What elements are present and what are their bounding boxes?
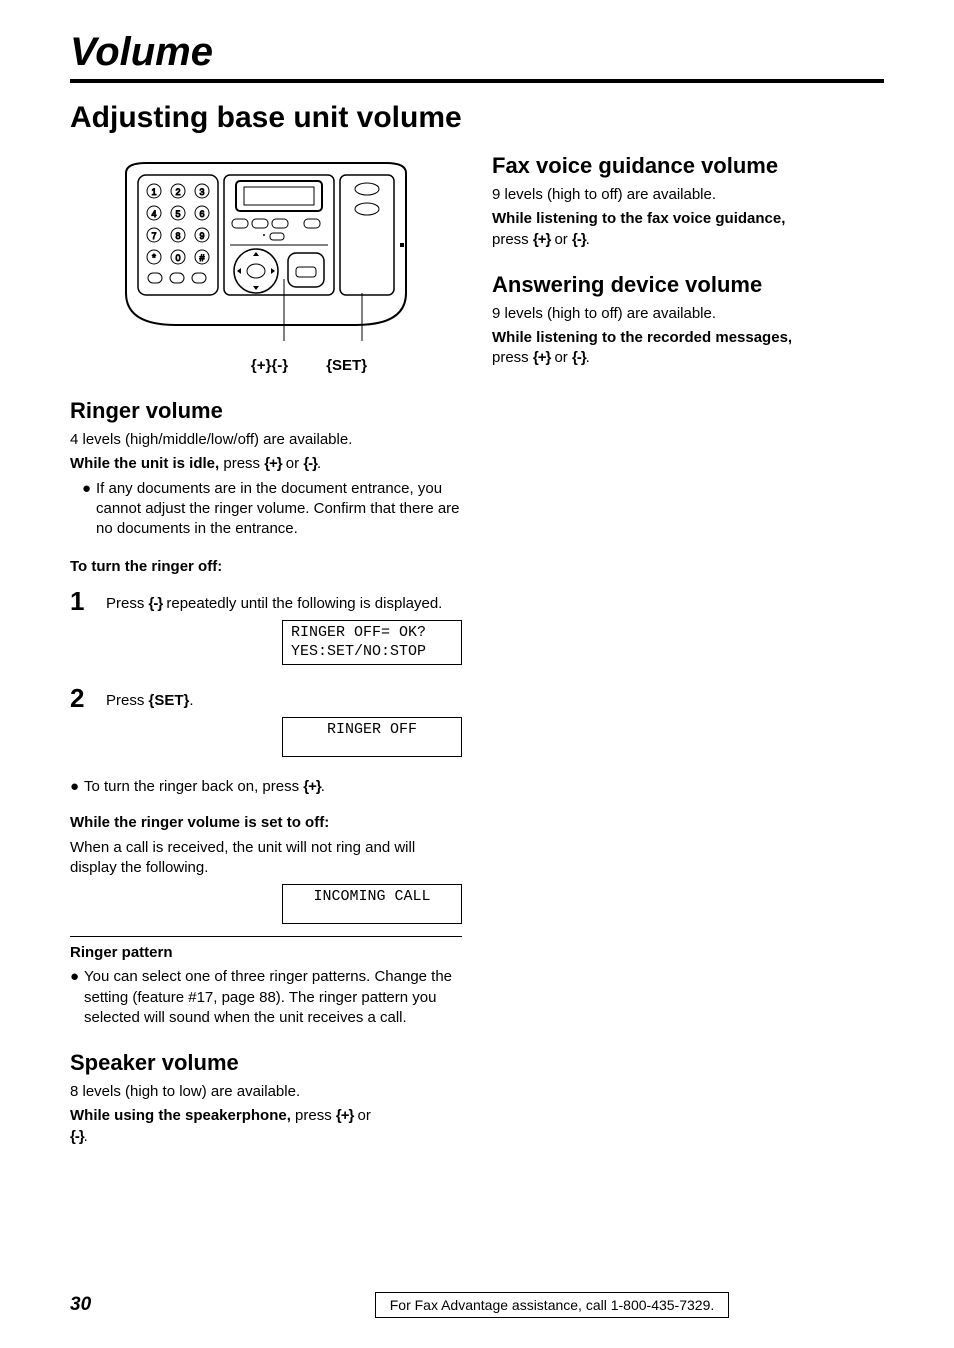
back-on-b: . (321, 778, 325, 795)
ringer-idle-rest: press (219, 455, 264, 472)
step-2: 2 Press {SET}. RINGER OFF (70, 685, 462, 769)
svg-text:3: 3 (199, 187, 204, 197)
plus-key-2: {+} (303, 778, 320, 795)
bullet-dot-2: ● (70, 777, 84, 797)
step1-b: repeatedly until the following is displa… (162, 595, 442, 612)
svg-text:1: 1 (151, 187, 156, 197)
speaker-rest: press (291, 1107, 336, 1124)
display-1: RINGER OFF= OK? YES:SET/NO:STOP (282, 620, 462, 665)
display-3-text: INCOMING CALL (291, 887, 453, 907)
step-1-num: 1 (70, 588, 106, 677)
back-on-text: To turn the ringer back on, press {+}. (84, 777, 325, 797)
ans-line: While listening to the recorded messages… (492, 328, 884, 369)
device-diagram: 1 2 3 4 5 6 7 8 9 * 0 # (116, 153, 416, 343)
svg-text:*: * (152, 253, 156, 264)
step-1-body: Press {-} repeatedly until the following… (106, 588, 462, 677)
minus-key-5: {-} (572, 349, 586, 366)
fax-levels: 9 levels (high to off) are available. (492, 185, 884, 205)
period-4: . (586, 349, 590, 366)
svg-text:4: 4 (151, 209, 156, 219)
period-2: . (84, 1128, 88, 1145)
section-title: Adjusting base unit volume (70, 101, 884, 135)
ringer-idle-bold: While the unit is idle, (70, 455, 219, 472)
minus-key-4: {-} (572, 231, 586, 248)
display-1-l1: RINGER OFF= OK? (291, 623, 453, 643)
back-on-a: To turn the ringer back on, press (84, 778, 303, 795)
fax-rest: press (492, 231, 533, 248)
svg-text:2: 2 (175, 187, 180, 197)
right-column: Fax voice guidance volume 9 levels (high… (492, 153, 884, 1151)
footer-box: For Fax Advantage assistance, call 1-800… (375, 1292, 730, 1318)
display-2-text: RINGER OFF (291, 720, 453, 740)
chapter-title: Volume (70, 30, 884, 83)
left-column: 1 2 3 4 5 6 7 8 9 * 0 # (70, 153, 462, 1151)
plus-key: {+} (264, 455, 281, 472)
svg-text:8: 8 (175, 231, 180, 241)
speaker-volume-title: Speaker volume (70, 1050, 462, 1076)
plus-key-5: {+} (533, 349, 550, 366)
bullet-dot-3: ● (70, 967, 84, 1028)
svg-text:5: 5 (175, 209, 180, 219)
pattern-body: You can select one of three ringer patte… (84, 967, 462, 1028)
pattern-bullet: ● You can select one of three ringer pat… (70, 967, 462, 1028)
speaker-levels: 8 levels (high to low) are available. (70, 1082, 462, 1102)
speaker-bold: While using the speakerphone, (70, 1107, 291, 1124)
ans-volume-title: Answering device volume (492, 272, 884, 298)
ringer-levels: 4 levels (high/middle/low/off) are avail… (70, 430, 462, 450)
ringer-idle-line: While the unit is idle, press {+} or {-}… (70, 454, 462, 474)
pattern-heading: Ringer pattern (70, 943, 462, 963)
plus-key-3: {+} (336, 1107, 353, 1124)
display-2: RINGER OFF (282, 717, 462, 757)
ans-levels: 9 levels (high to off) are available. (492, 304, 884, 324)
bullet-dot: ● (82, 479, 96, 540)
ans-rest: press (492, 349, 533, 366)
display-3: INCOMING CALL (282, 884, 462, 924)
period: . (317, 455, 321, 472)
minus-key-step1: {-} (149, 595, 163, 612)
fax-bold: While listening to the fax voice guidanc… (492, 210, 785, 227)
period-3: . (586, 231, 590, 248)
minus-key: {-} (303, 455, 317, 472)
label-plusminus: {+}{-} (251, 357, 288, 374)
page-number: 30 (70, 1294, 220, 1316)
step2-b: . (189, 692, 193, 709)
footer: 30 For Fax Advantage assistance, call 1-… (70, 1292, 884, 1318)
diagram-labels: {+}{-} {SET} (70, 357, 462, 374)
step1-a: Press (106, 595, 149, 612)
step-2-num: 2 (70, 685, 106, 769)
step-2-body: Press {SET}. RINGER OFF (106, 685, 462, 769)
fax-line: While listening to the fax voice guidanc… (492, 209, 884, 250)
speaker-line: While using the speakerphone, press {+} … (70, 1106, 462, 1147)
svg-text:#: # (199, 253, 204, 263)
or-text: or (282, 455, 304, 472)
or-2: or (353, 1107, 371, 1124)
plus-key-4: {+} (533, 231, 550, 248)
set-key: {SET} (149, 692, 190, 709)
svg-text:9: 9 (199, 231, 204, 241)
or-4: or (550, 349, 572, 366)
ans-bold: While listening to the recorded messages… (492, 329, 792, 346)
minus-key-3: {-} (70, 1128, 84, 1145)
turn-off-heading: To turn the ringer off: (70, 557, 462, 577)
ringer-bullet-1: ● If any documents are in the document e… (82, 479, 462, 540)
step-1: 1 Press {-} repeatedly until the followi… (70, 588, 462, 677)
svg-text:0: 0 (175, 253, 180, 263)
divider (70, 936, 462, 937)
back-on-bullet: ● To turn the ringer back on, press {+}. (70, 777, 462, 797)
fax-volume-title: Fax voice guidance volume (492, 153, 884, 179)
ringer-bullet-1-text: If any documents are in the document ent… (96, 479, 462, 540)
or-3: or (550, 231, 572, 248)
display-1-l2: YES:SET/NO:STOP (291, 642, 453, 662)
off-heading: While the ringer volume is set to off: (70, 813, 462, 833)
off-body: When a call is received, the unit will n… (70, 838, 462, 879)
label-set: {SET} (326, 357, 367, 374)
svg-text:7: 7 (151, 231, 156, 241)
step2-a: Press (106, 692, 149, 709)
svg-text:6: 6 (199, 209, 204, 219)
ringer-volume-title: Ringer volume (70, 398, 462, 424)
